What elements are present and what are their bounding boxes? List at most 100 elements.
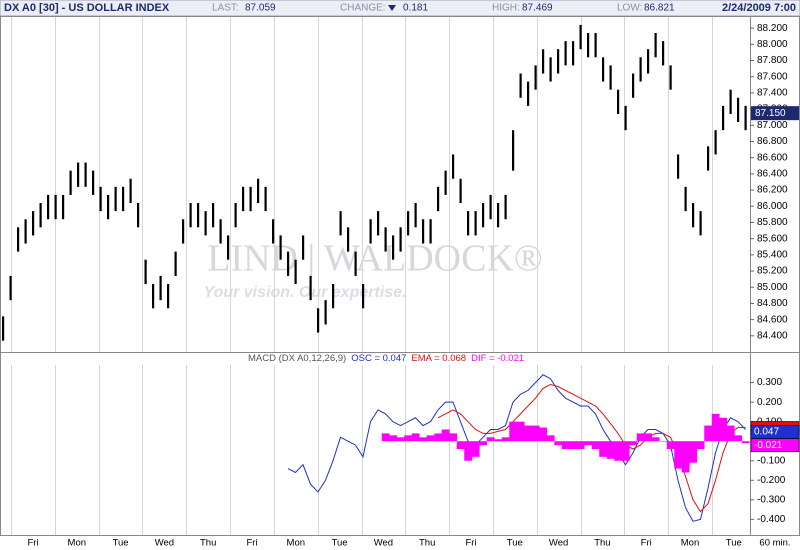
watermark-brand: LIND | WALDOCK® <box>207 238 543 280</box>
histogram-bar <box>674 441 683 469</box>
x-tick-label: Fri <box>641 538 652 549</box>
price-bar <box>587 33 590 58</box>
y-tick-label: 84.600 <box>757 314 788 325</box>
histogram-bar <box>486 437 495 442</box>
histogram-bar <box>539 427 548 442</box>
price-bar <box>564 41 567 66</box>
y-tick-label: 87.000 <box>757 120 788 131</box>
change-value: 0.181 <box>403 3 428 14</box>
price-bar <box>279 235 282 260</box>
histogram-bar <box>381 433 390 442</box>
histogram-bar <box>411 433 420 442</box>
price-bar <box>392 235 395 260</box>
price-bar <box>699 211 702 236</box>
price-bar <box>204 211 207 236</box>
histogram-bar <box>494 439 503 442</box>
histogram-bar <box>434 433 443 442</box>
y-tick-label: 85.800 <box>757 217 788 228</box>
last-price-label: 87.150 <box>755 108 786 119</box>
price-bar <box>452 154 455 179</box>
price-bar <box>534 65 537 90</box>
histogram-bar <box>584 441 593 446</box>
x-tick-label: Tue <box>507 538 523 549</box>
histogram-bar <box>471 441 480 457</box>
y-tick-label: 86.600 <box>757 152 788 163</box>
price-bar <box>182 219 185 244</box>
price-bar <box>84 162 87 187</box>
legend-entry: EMA = 0.068 <box>411 353 466 364</box>
y-tick-label: 88.000 <box>757 39 788 50</box>
price-bar <box>459 178 462 204</box>
watermark-slogan: Your vision. Our expertise. <box>203 284 406 301</box>
price-bar <box>24 219 27 244</box>
y-tick-label: 85.600 <box>757 233 788 244</box>
y-tick-label: 85.000 <box>757 282 788 293</box>
y-tick-label: -0.300 <box>757 494 786 505</box>
y-tick-label: 84.800 <box>757 298 788 309</box>
end-value-label: -0.021 <box>754 440 783 451</box>
price-bar <box>47 194 50 220</box>
price-bar <box>99 186 102 212</box>
y-tick-label: 86.400 <box>757 169 788 180</box>
histogram-bar <box>704 425 713 442</box>
price-bar <box>647 49 650 74</box>
price-bar <box>542 49 545 74</box>
price-bar <box>152 283 155 309</box>
price-bar <box>414 203 417 228</box>
histogram-bar <box>426 435 435 442</box>
y-tick-label: 0.200 <box>757 397 782 408</box>
price-bar <box>527 81 530 106</box>
histogram-bar <box>659 441 668 442</box>
price-bar <box>407 211 410 236</box>
price-bar <box>722 105 725 131</box>
y-tick-label: 87.600 <box>757 71 788 82</box>
histogram-bar <box>576 441 585 450</box>
x-unit-label: 60 min. <box>759 538 790 549</box>
x-tick-label: Wed <box>549 538 568 549</box>
price-bar <box>159 275 162 301</box>
histogram-bar <box>644 433 653 442</box>
histogram-bar <box>396 437 405 442</box>
histogram-bar <box>524 425 533 442</box>
high-value: 87.469 <box>522 3 553 14</box>
price-bar <box>684 186 687 212</box>
histogram-bar <box>516 421 525 442</box>
x-tick-label: Thu <box>594 538 610 549</box>
price-bar <box>354 251 357 276</box>
end-value-box <box>750 425 800 439</box>
histogram-bar <box>389 435 398 442</box>
y-tick-label: 85.200 <box>757 266 788 277</box>
price-bar <box>504 194 507 220</box>
price-bar <box>219 219 222 244</box>
price-bar <box>489 194 492 220</box>
y-tick-label: -0.100 <box>757 455 786 466</box>
price-bar <box>257 178 260 204</box>
price-bar <box>92 170 95 195</box>
x-tick-label: Wed <box>374 538 393 549</box>
x-tick-label: Wed <box>155 538 174 549</box>
y-tick-label: -0.200 <box>757 475 786 486</box>
change-label: CHANGE: <box>340 3 386 14</box>
price-bar <box>707 146 710 171</box>
price-bar <box>62 194 65 220</box>
histogram-bar <box>666 441 675 450</box>
price-bar <box>444 170 447 195</box>
price-bar <box>249 186 252 212</box>
change-down-arrow <box>388 5 396 11</box>
price-bar <box>512 130 515 171</box>
end-value-label: 0.047 <box>754 427 779 438</box>
histogram-bar <box>741 441 750 444</box>
price-bar <box>234 203 237 228</box>
histogram-bar <box>456 441 465 450</box>
price-bar <box>174 251 177 276</box>
price-bar <box>549 57 552 82</box>
histogram-bar <box>606 441 615 459</box>
histogram-bar <box>554 441 563 446</box>
x-tick-label: Tue <box>332 538 348 549</box>
price-bar <box>242 186 245 212</box>
histogram-bar <box>449 433 458 442</box>
price-bar <box>677 154 680 179</box>
y-tick-label: 87.800 <box>757 55 788 66</box>
price-bar <box>609 65 612 90</box>
